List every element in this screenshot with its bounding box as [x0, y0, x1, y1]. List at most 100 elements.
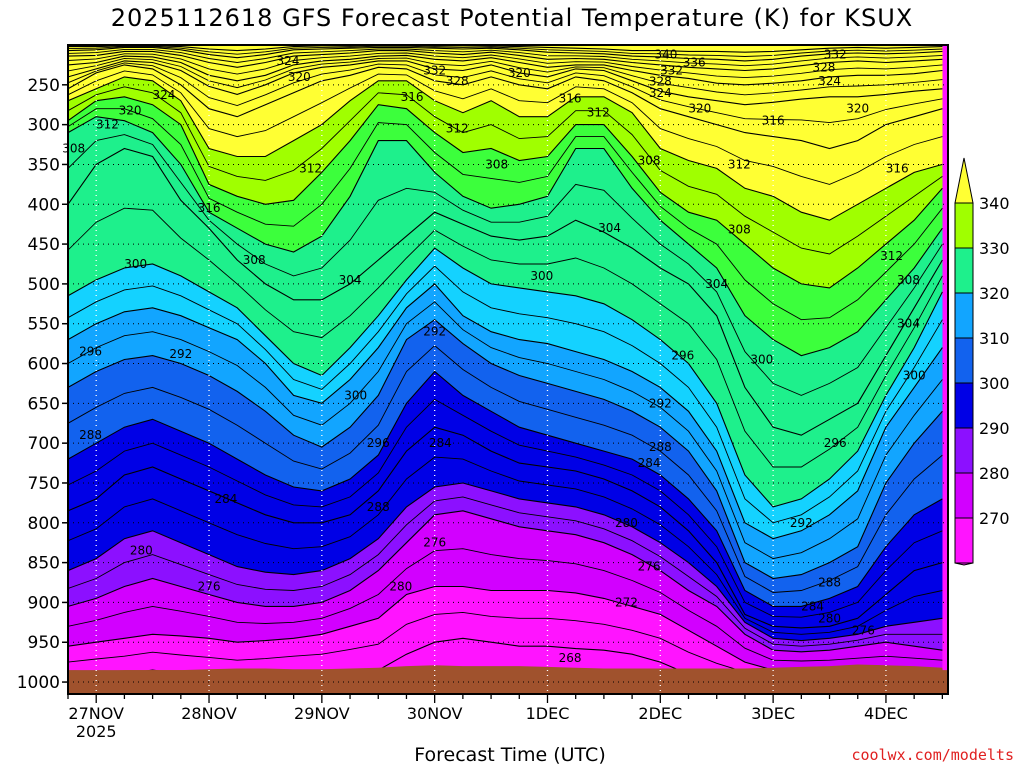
contour-label: 292: [169, 347, 192, 361]
isentrope-316: [68, 76, 943, 221]
colorbar: 340 330 320 310 300 290 280 270: [954, 157, 1010, 566]
x-tick-label: 4DEC: [864, 704, 908, 723]
contour-label: 276: [852, 623, 875, 637]
isentrope-284: [68, 426, 943, 629]
colorbar-segment: [954, 472, 974, 519]
contour-label: 300: [530, 269, 553, 283]
y-tick-label: 600: [28, 355, 60, 375]
contour-label: 304: [897, 317, 920, 331]
contour-label: 304: [339, 273, 362, 287]
colorbar-label: 300: [979, 374, 1010, 393]
contour-label: 296: [367, 436, 390, 450]
colorbar-bottom-arrow: [954, 562, 974, 566]
colorbar-label: 310: [979, 329, 1010, 348]
contour-label: 280: [818, 611, 841, 625]
contour-label: 276: [638, 560, 661, 574]
isentrope-mid-304: [68, 134, 943, 396]
contour-label: 324: [818, 74, 841, 88]
contour-label: 308: [728, 223, 751, 237]
contour-label: 312: [587, 106, 610, 120]
isentrope-336: [68, 46, 943, 62]
y-tick-label: 400: [28, 195, 60, 215]
x-tick-label: 27NOV: [68, 704, 124, 723]
chart-title: 2025112618 GFS Forecast Potential Temper…: [110, 4, 914, 32]
y-tick-label: 500: [28, 275, 60, 295]
contour-label: 316: [762, 114, 785, 128]
contour-label: 320: [288, 70, 311, 84]
contour-label: 288: [79, 428, 102, 442]
contour-label: 292: [790, 516, 813, 530]
colorbar-segment: [954, 427, 974, 474]
x-tick-label: 3DEC: [751, 704, 795, 723]
contour-label: 280: [130, 544, 153, 558]
isentrope-mid-312: [68, 86, 943, 255]
contour-label: 268: [559, 651, 582, 665]
contour-label: 284: [214, 492, 237, 506]
isentrope-mid-280: [68, 456, 943, 635]
contour-label: 332: [660, 63, 683, 77]
contour-label: 324: [277, 54, 300, 68]
isentrope-mid-332: [68, 48, 943, 67]
colorbar-segment: [954, 517, 974, 564]
contour-label: 320: [846, 102, 869, 116]
contour-label: 300: [903, 368, 926, 382]
contour-label: 272: [615, 595, 638, 609]
y-tick-label: 850: [28, 554, 60, 574]
x-tick-label: 30NOV: [407, 704, 463, 723]
contour-label: 304: [705, 277, 728, 291]
contour-label: 292: [649, 396, 672, 410]
credit-text: coolwx.com/modelts: [851, 746, 1014, 764]
contour-label: 292: [423, 325, 446, 339]
y-tick-label: 900: [28, 593, 60, 613]
contour-label: 332: [824, 48, 847, 62]
isentrope-mid-300: [68, 207, 943, 468]
isentrope-mid-288: [68, 344, 943, 593]
contour-label: 324: [152, 88, 175, 102]
contour-label: 312: [880, 249, 903, 263]
contour-label: 312: [299, 161, 322, 175]
contour-label: 320: [688, 102, 711, 116]
isentrope-mid-324: [68, 57, 943, 96]
isentrope-mid-328: [68, 52, 943, 79]
contour-label: 280: [615, 516, 638, 530]
contour-label: 300: [124, 257, 147, 271]
contour-label: 296: [824, 436, 847, 450]
contour-label: 308: [243, 253, 266, 267]
contour-label: 316: [401, 90, 424, 104]
isentrope-mid-296: [68, 265, 943, 524]
contour-label: 308: [897, 273, 920, 287]
isentrope-292: [68, 319, 943, 580]
contour-label: 328: [812, 60, 835, 74]
isentrope-mid-320: [68, 62, 943, 124]
contour-label: 328: [446, 74, 469, 88]
isentrope-276: [68, 510, 943, 653]
contour-label: 284: [801, 599, 824, 613]
isentrope-mid-336: [68, 45, 943, 57]
y-tick-label: 250: [28, 76, 60, 96]
colorbar-segment: [954, 202, 974, 249]
y-tick-label: 700: [28, 434, 60, 454]
colorbar-segment: [954, 337, 974, 384]
isentrope-320: [68, 64, 943, 150]
isentrope-308: [68, 116, 943, 357]
colorbar-segment: [954, 382, 974, 429]
contour-label: 308: [485, 157, 508, 171]
y-tick-label: 650: [28, 394, 60, 414]
contour-label: 312: [728, 157, 751, 171]
colorbar-segment: [954, 292, 974, 339]
x-tick-year: 2025: [76, 722, 117, 741]
contour-label: 312: [96, 118, 119, 132]
y-axis: 250 300 350 400 450 500 550 600 650 700 750 800 850 9…: [17, 76, 68, 693]
x-tick-label: 28NOV: [181, 704, 237, 723]
x-tick-label: 29NOV: [294, 704, 350, 723]
isentrope-324: [68, 60, 943, 106]
contour-label: 336: [683, 56, 706, 70]
contour-label: 296: [671, 349, 694, 363]
contour-label: 312: [446, 122, 469, 136]
contour-labels: 308 312 320 324 324 320 316 312 308 304 300 296 292 2…: [62, 48, 925, 666]
isentrope-340: [68, 45, 943, 53]
isentrope-312: [68, 96, 943, 289]
x-tick-label: 2DEC: [638, 704, 682, 723]
contour-label: 276: [198, 579, 221, 593]
